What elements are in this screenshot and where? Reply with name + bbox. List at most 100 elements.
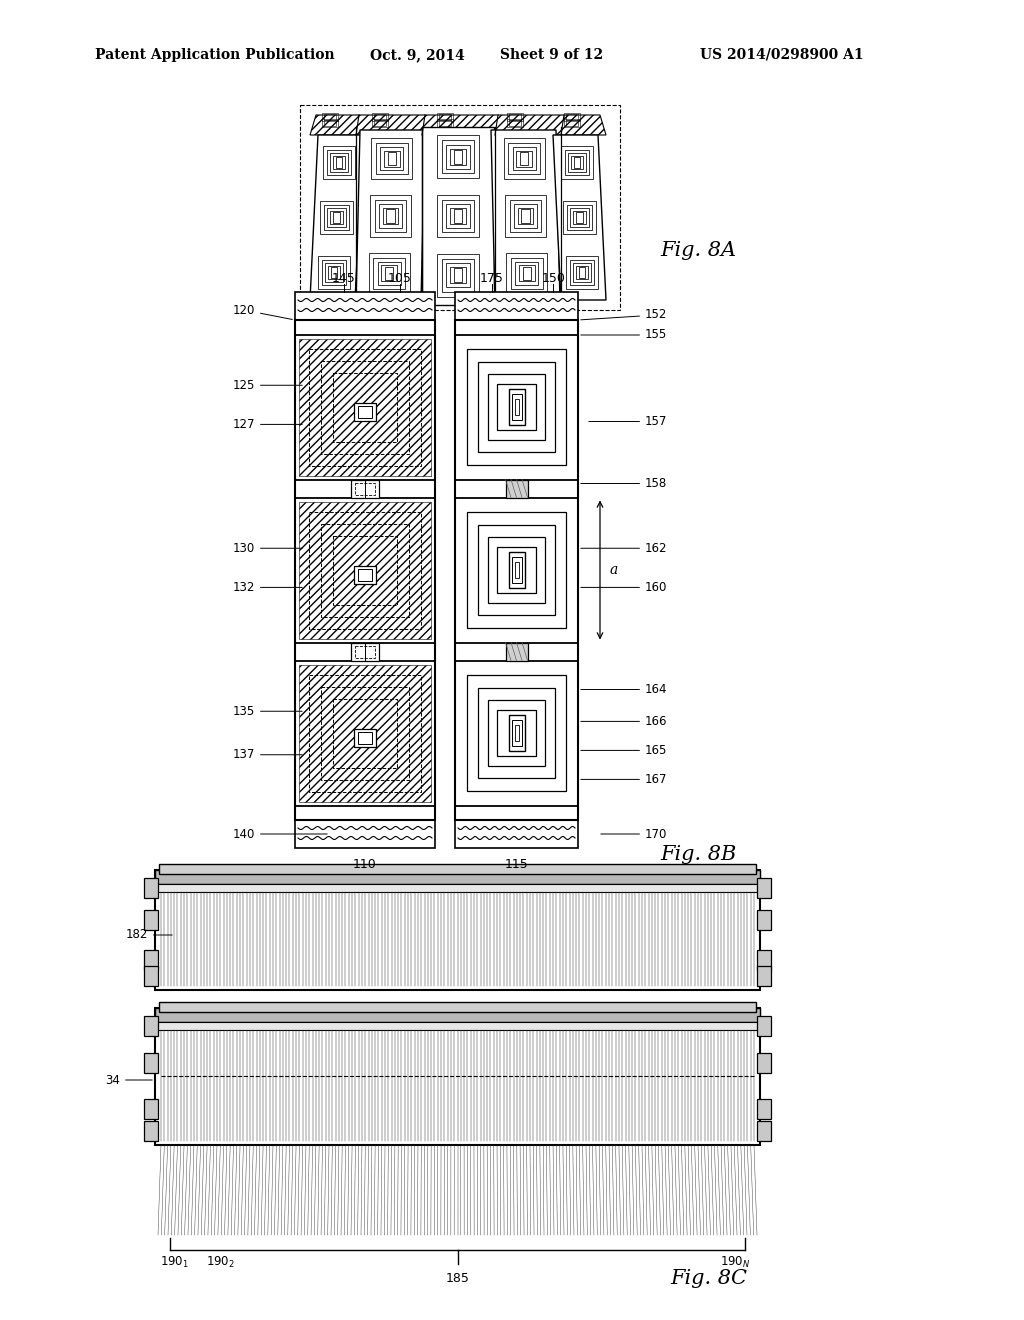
Bar [566,120,578,125]
Text: 137: 137 [232,748,302,762]
Bar [509,715,524,751]
Bar [573,211,586,223]
Bar [155,1022,760,1030]
Text: Sheet 9 of 12: Sheet 9 of 12 [500,48,603,62]
Bar [497,384,537,430]
Bar [376,143,408,174]
Bar [331,211,343,223]
Bar [355,483,375,495]
Bar [577,213,583,223]
Text: 167: 167 [581,774,668,785]
Text: Fig. 8A: Fig. 8A [660,240,736,260]
Bar [155,1008,760,1144]
Bar [455,319,578,820]
Polygon shape [490,129,560,302]
Bar [507,119,523,127]
Bar [379,205,402,227]
Bar [569,260,595,285]
Bar [380,147,403,170]
Bar [478,688,555,777]
Bar [299,664,431,801]
Bar [333,372,397,441]
Bar [519,265,535,281]
Bar [560,147,593,178]
Bar [467,348,565,465]
Bar [455,498,578,643]
Bar [358,569,372,581]
Bar [436,194,479,238]
Bar [504,139,545,180]
Bar [757,950,771,970]
Bar [505,195,546,236]
Text: 150: 150 [542,272,565,285]
Bar [446,205,470,228]
Bar [514,399,518,414]
Bar [567,153,586,172]
Bar [454,150,462,164]
Bar [454,268,462,282]
Bar [328,267,340,279]
Text: 127: 127 [232,418,302,430]
Bar [369,252,410,294]
Bar [488,700,545,767]
Bar [510,201,542,232]
Bar [374,257,404,289]
Bar [144,1121,158,1140]
Bar [321,524,409,616]
Text: 155: 155 [581,329,668,342]
Bar [564,150,589,174]
Bar [295,660,435,805]
Bar [295,319,435,820]
Bar [384,150,399,166]
Bar [497,710,537,756]
Bar [155,884,760,892]
Bar [518,209,534,224]
Bar [570,156,583,169]
Bar [355,645,375,657]
Bar [566,256,598,289]
Bar [511,257,543,289]
Text: Patent Application Publication: Patent Application Publication [95,48,335,62]
Bar [441,140,474,173]
Polygon shape [356,129,425,302]
Polygon shape [310,115,606,135]
Polygon shape [310,135,362,300]
Bar [757,1016,771,1036]
Text: 160: 160 [581,581,668,594]
Bar [757,878,771,898]
Bar [325,115,336,120]
Text: 182: 182 [126,928,172,941]
Bar [512,719,521,746]
Bar [372,119,388,127]
Bar [322,119,338,127]
Bar [144,909,158,931]
Bar [370,195,412,236]
Bar [309,511,421,628]
Bar [455,334,578,479]
Text: 105: 105 [388,272,412,285]
Bar [506,479,527,498]
Bar [437,114,453,121]
Text: 130: 130 [232,541,302,554]
Text: Fig. 8C: Fig. 8C [670,1269,746,1287]
Bar [317,256,350,289]
Bar [478,525,555,615]
Bar [386,210,394,223]
Text: 157: 157 [589,414,668,428]
Bar [509,120,520,125]
Bar [563,201,596,234]
Text: a: a [610,564,618,577]
Bar [522,267,531,280]
Bar [330,153,348,172]
Bar [478,362,555,451]
Bar [299,502,431,639]
Bar [564,114,580,121]
Text: 135: 135 [232,705,302,718]
Bar [328,209,345,227]
Bar [450,207,466,224]
Bar [506,252,548,294]
Text: 164: 164 [581,682,668,696]
Text: 132: 132 [232,581,302,594]
Bar [497,546,537,593]
Text: 34: 34 [105,1073,153,1086]
